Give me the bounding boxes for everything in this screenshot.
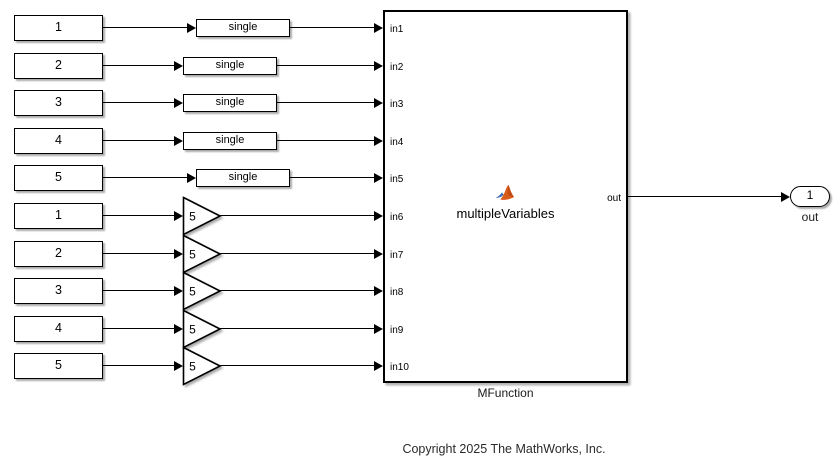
wire-segment[interactable] (103, 253, 175, 255)
constant-block-7[interactable]: 2 (14, 241, 103, 267)
wire-arrowhead (174, 361, 183, 371)
data-type-conversion-block-4[interactable]: single (183, 132, 277, 150)
gain-triangle (182, 196, 222, 236)
wire-segment[interactable] (103, 65, 175, 67)
input-port-label: in6 (390, 212, 404, 223)
outport-block[interactable]: 1 (790, 186, 830, 207)
input-port-label: in7 (390, 250, 404, 261)
wire-segment[interactable] (277, 140, 375, 142)
wire-segment[interactable] (103, 27, 188, 29)
input-port-label: in2 (390, 62, 404, 73)
matlab-function-block-title: MFunction (477, 386, 534, 400)
constant-block-5[interactable]: 5 (14, 165, 103, 191)
wire-segment[interactable] (290, 27, 375, 29)
wire-segment[interactable] (103, 328, 175, 330)
wire-segment[interactable] (220, 290, 375, 292)
constant-block-10[interactable]: 5 (14, 353, 103, 379)
gain-triangle (182, 234, 222, 274)
wire-arrowhead (174, 136, 183, 146)
gain-triangle (182, 309, 222, 349)
input-port-label: in10 (390, 362, 409, 373)
data-type-conversion-block-3[interactable]: single (183, 94, 277, 112)
matlab-function-block[interactable]: in1 in2 in3 in4 in5 in6 in7 in8 in9 in10… (383, 10, 628, 383)
constant-block-1[interactable]: 1 (14, 15, 103, 41)
gain-value: 5 (189, 210, 196, 224)
gain-triangle (182, 271, 222, 311)
input-port-label: in1 (390, 24, 404, 35)
wire-segment[interactable] (628, 196, 782, 198)
data-type-conversion-block-5[interactable]: single (196, 169, 290, 187)
wire-segment[interactable] (103, 365, 175, 367)
input-port-label: in9 (390, 325, 404, 336)
wire-arrowhead (374, 61, 383, 71)
wire-arrowhead (174, 98, 183, 108)
wire-segment[interactable] (220, 253, 375, 255)
wire-arrowhead (174, 286, 183, 296)
outport-label: out (801, 210, 819, 224)
input-port-label: in8 (390, 287, 404, 298)
wire-segment[interactable] (220, 365, 375, 367)
matlab-function-name: multipleVariables (456, 206, 555, 221)
wire-segment[interactable] (220, 215, 375, 217)
wire-segment[interactable] (103, 177, 188, 179)
gain-block-2[interactable]: 5 (182, 234, 222, 274)
wire-segment[interactable] (277, 102, 375, 104)
wire-segment[interactable] (103, 215, 175, 217)
wire-arrowhead (187, 173, 196, 183)
output-port-label: out (607, 193, 621, 204)
wire-arrowhead (374, 249, 383, 259)
constant-block-6[interactable]: 1 (14, 203, 103, 229)
input-port-label: in3 (390, 99, 404, 110)
gain-triangle (182, 346, 222, 386)
wire-arrowhead (781, 192, 790, 202)
gain-value: 5 (189, 248, 196, 262)
wire-segment[interactable] (277, 65, 375, 67)
constant-block-2[interactable]: 2 (14, 53, 103, 79)
wire-segment[interactable] (220, 328, 375, 330)
input-port-label: in4 (390, 137, 404, 148)
wire-segment[interactable] (103, 102, 175, 104)
matlab-logo-icon (495, 184, 515, 200)
gain-value: 5 (189, 285, 196, 299)
gain-block-5[interactable]: 5 (182, 346, 222, 386)
gain-value: 5 (189, 323, 196, 337)
wire-arrowhead (374, 136, 383, 146)
constant-block-8[interactable]: 3 (14, 278, 103, 304)
wire-arrowhead (374, 286, 383, 296)
constant-block-3[interactable]: 3 (14, 90, 103, 116)
data-type-conversion-block-1[interactable]: single (196, 19, 290, 37)
wire-segment[interactable] (103, 140, 175, 142)
wire-arrowhead (174, 324, 183, 334)
wire-arrowhead (174, 61, 183, 71)
data-type-conversion-block-2[interactable]: single (183, 57, 277, 75)
constant-block-9[interactable]: 4 (14, 316, 103, 342)
wire-arrowhead (374, 23, 383, 33)
constant-block-4[interactable]: 4 (14, 128, 103, 154)
input-port-label: in5 (390, 174, 404, 185)
wire-arrowhead (374, 324, 383, 334)
copyright-annotation: Copyright 2025 The MathWorks, Inc. (402, 442, 606, 456)
wire-arrowhead (174, 249, 183, 259)
wire-arrowhead (374, 211, 383, 221)
wire-arrowhead (374, 98, 383, 108)
wire-arrowhead (374, 361, 383, 371)
wire-segment[interactable] (290, 177, 375, 179)
wire-arrowhead (374, 173, 383, 183)
wire-arrowhead (174, 211, 183, 221)
gain-block-3[interactable]: 5 (182, 271, 222, 311)
wire-segment[interactable] (103, 290, 175, 292)
gain-block-1[interactable]: 5 (182, 196, 222, 236)
gain-block-4[interactable]: 5 (182, 309, 222, 349)
gain-value: 5 (189, 360, 196, 374)
wire-arrowhead (187, 23, 196, 33)
